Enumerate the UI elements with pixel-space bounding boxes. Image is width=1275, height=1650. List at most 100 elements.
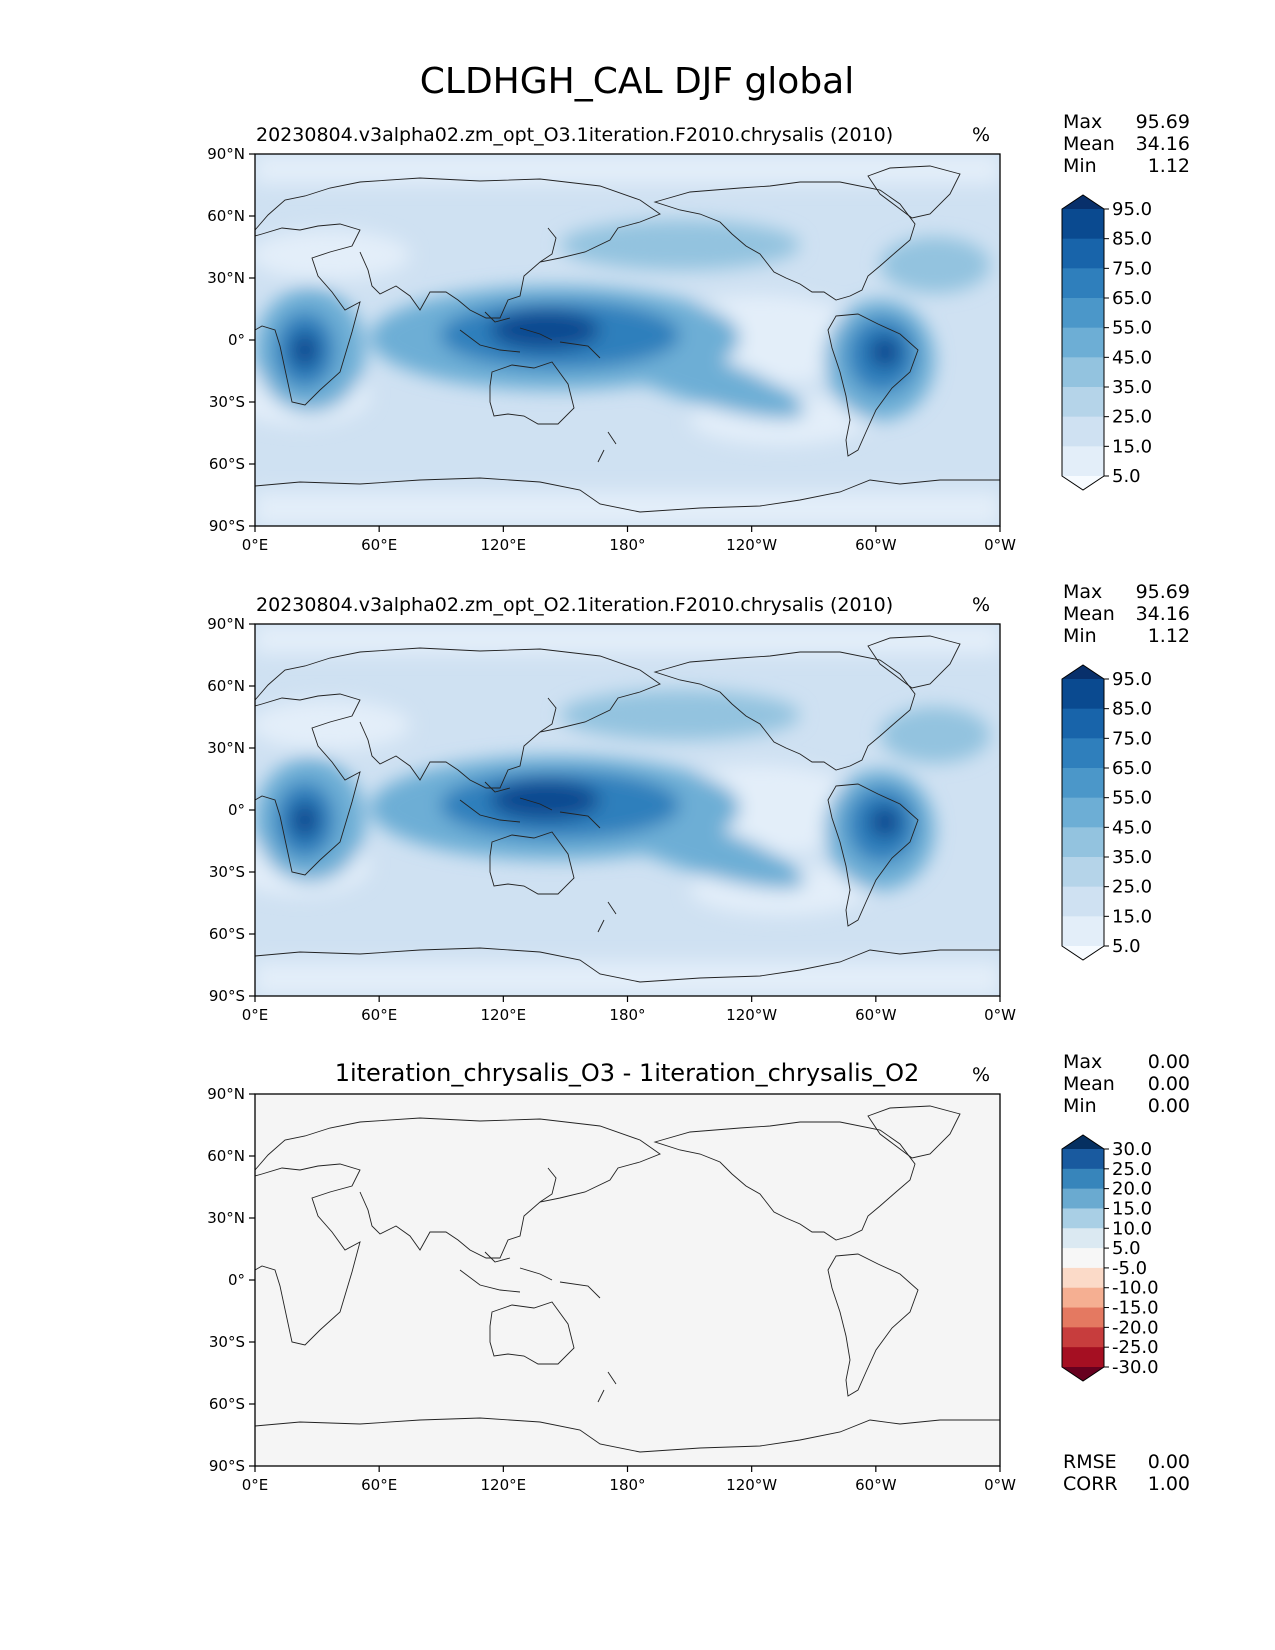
- y-tick-label: 90°N: [207, 145, 245, 163]
- coast-japan: [539, 697, 557, 733]
- coast-north-america: [653, 1121, 916, 1241]
- colorbar-tick-label: 25.0: [1112, 1159, 1152, 1180]
- storm-track-north-pacific: [560, 690, 800, 740]
- colorbar-tick-label: 35.0: [1112, 377, 1152, 398]
- coastlines: [255, 1105, 1000, 1453]
- itcz-warm-pool-core: [490, 780, 600, 820]
- x-tick-label: 0°E: [242, 1006, 269, 1024]
- storm-track-north-atlantic: [880, 707, 990, 763]
- colorbar-segment: [1062, 1327, 1104, 1348]
- colorbar-segment: [1062, 1168, 1104, 1190]
- x-tick-label: 60°W: [855, 536, 897, 554]
- coastlines: [255, 165, 1000, 513]
- polar-band-south: [255, 492, 1000, 526]
- colorbar-extend-min: [1062, 476, 1104, 490]
- colorbar-extend-min: [1062, 946, 1104, 960]
- colorbar-tick-label: 45.0: [1112, 817, 1152, 838]
- coast-south-america: [827, 313, 919, 457]
- colorbar-segment: [1062, 827, 1104, 858]
- colorbar-tick-label: 30.0: [1112, 1139, 1152, 1160]
- colorbar-tick-label: 75.0: [1112, 258, 1152, 279]
- panel-title: 20230804.v3alpha02.zm_opt_O2.1iteration.…: [256, 594, 893, 616]
- coast-antarctica: [255, 477, 1000, 513]
- x-tick-label: 0°W: [984, 1006, 1016, 1024]
- panel-title: 1iteration_chrysalis_O3 - 1iteration_chr…: [335, 1059, 920, 1087]
- stat-value: 95.69: [1136, 111, 1190, 133]
- colorbar-segment: [1062, 679, 1104, 710]
- map-field: [255, 1094, 1000, 1466]
- coast-south-america: [827, 1253, 919, 1397]
- colorbar-segment: [1062, 886, 1104, 917]
- y-tick-label: 90°S: [209, 987, 245, 1005]
- coast-new-zealand: [597, 431, 617, 463]
- stat-value: 34.16: [1136, 133, 1190, 155]
- colorbar-tick-label: 25.0: [1112, 407, 1152, 428]
- metric-value: 0.00: [1148, 1451, 1190, 1473]
- x-tick-label: 180°: [609, 1476, 645, 1494]
- y-tick-label: 30°N: [207, 739, 245, 757]
- metric-value: 1.00: [1148, 1473, 1190, 1495]
- polar-band-north: [255, 624, 1000, 654]
- colorbar-segment: [1062, 738, 1104, 769]
- colorbar-segment: [1062, 1228, 1104, 1249]
- colorbar-tick-label: 10.0: [1112, 1218, 1152, 1239]
- y-tick-label: 30°S: [209, 863, 245, 881]
- stats-box: Max 95.69 Mean 34.16 Min 1.12: [1063, 581, 1190, 647]
- colorbar-tick-label: 5.0: [1112, 466, 1141, 487]
- colorbar-tick-label: -5.0: [1112, 1258, 1147, 1279]
- colorbar: 30.025.020.015.010.05.0-5.0-10.0-15.0-20…: [1061, 1134, 1159, 1382]
- coast-north-america: [653, 651, 916, 771]
- colorbar-extend-min: [1062, 1367, 1104, 1381]
- y-tick-label: 30°S: [209, 393, 245, 411]
- map-field: [255, 624, 1000, 996]
- colorbar-segment: [1062, 768, 1104, 799]
- coast-antarctica: [255, 1417, 1000, 1453]
- x-tick-label: 0°W: [984, 536, 1016, 554]
- subtropic-clear-north-africa: [255, 700, 410, 750]
- colorbar-tick-label: 5.0: [1112, 936, 1141, 957]
- colorbar-tick-label: 35.0: [1112, 847, 1152, 868]
- y-tick-label: 90°N: [207, 615, 245, 633]
- colorbar-segment: [1062, 797, 1104, 828]
- storm-track-north-atlantic: [880, 237, 990, 293]
- panel-1: 20230804.v3alpha02.zm_opt_O3.1iteration.…: [207, 111, 1190, 554]
- stat-value: 0.00: [1148, 1095, 1190, 1117]
- colorbar-tick-label: -10.0: [1112, 1278, 1159, 1299]
- stat-value: 0.00: [1148, 1073, 1190, 1095]
- colorbar-tick-label: -15.0: [1112, 1298, 1159, 1319]
- colorbar-segment: [1062, 416, 1104, 447]
- stats-box: Max 0.00 Mean 0.00 Min 0.00: [1063, 1051, 1190, 1117]
- colorbar-tick-label: 25.0: [1112, 877, 1152, 898]
- coast-greenland: [867, 165, 961, 219]
- x-tick-label: 60°E: [361, 1006, 397, 1024]
- stat-label: Mean: [1063, 1073, 1115, 1095]
- y-tick-label: 60°S: [209, 455, 245, 473]
- coast-new-zealand: [597, 1371, 617, 1403]
- colorbar-tick-label: 15.0: [1112, 1198, 1152, 1219]
- colorbar: 95.0 85.0 75.0 65.0 55.0 45.0 35.0 25.0 15.0 5.0: [1061, 194, 1152, 491]
- itcz-warm-pool-core: [490, 310, 600, 350]
- coastlines: [255, 635, 1000, 983]
- y-tick-label: 90°S: [209, 1457, 245, 1475]
- colorbar-tick-label: 75.0: [1112, 728, 1152, 749]
- x-tick-label: 60°E: [361, 1476, 397, 1494]
- colorbar-segment: [1062, 327, 1104, 358]
- colorbar-segment: [1062, 1267, 1104, 1289]
- stat-value: 95.69: [1136, 581, 1190, 603]
- x-tick-label: 60°E: [361, 536, 397, 554]
- y-tick-label: 60°S: [209, 925, 245, 943]
- colorbar-extend-max: [1062, 665, 1104, 679]
- y-tick-label: 60°N: [207, 677, 245, 695]
- y-tick-label: 30°N: [207, 269, 245, 287]
- storm-track-north-pacific: [560, 220, 800, 270]
- colorbar-segment: [1062, 357, 1104, 388]
- amazon-convection-core: [869, 336, 901, 368]
- colorbar-extend-max: [1062, 195, 1104, 209]
- colorbar-tick-label: -30.0: [1112, 1357, 1159, 1378]
- y-tick-label: 90°N: [207, 1085, 245, 1103]
- coast-eurasia-north: [255, 647, 661, 789]
- x-tick-label: 180°: [609, 1006, 645, 1024]
- coast-australia: [489, 831, 575, 895]
- y-axis: 90°N 60°N 30°N 0° 30°S 60°S 90°S: [207, 145, 255, 535]
